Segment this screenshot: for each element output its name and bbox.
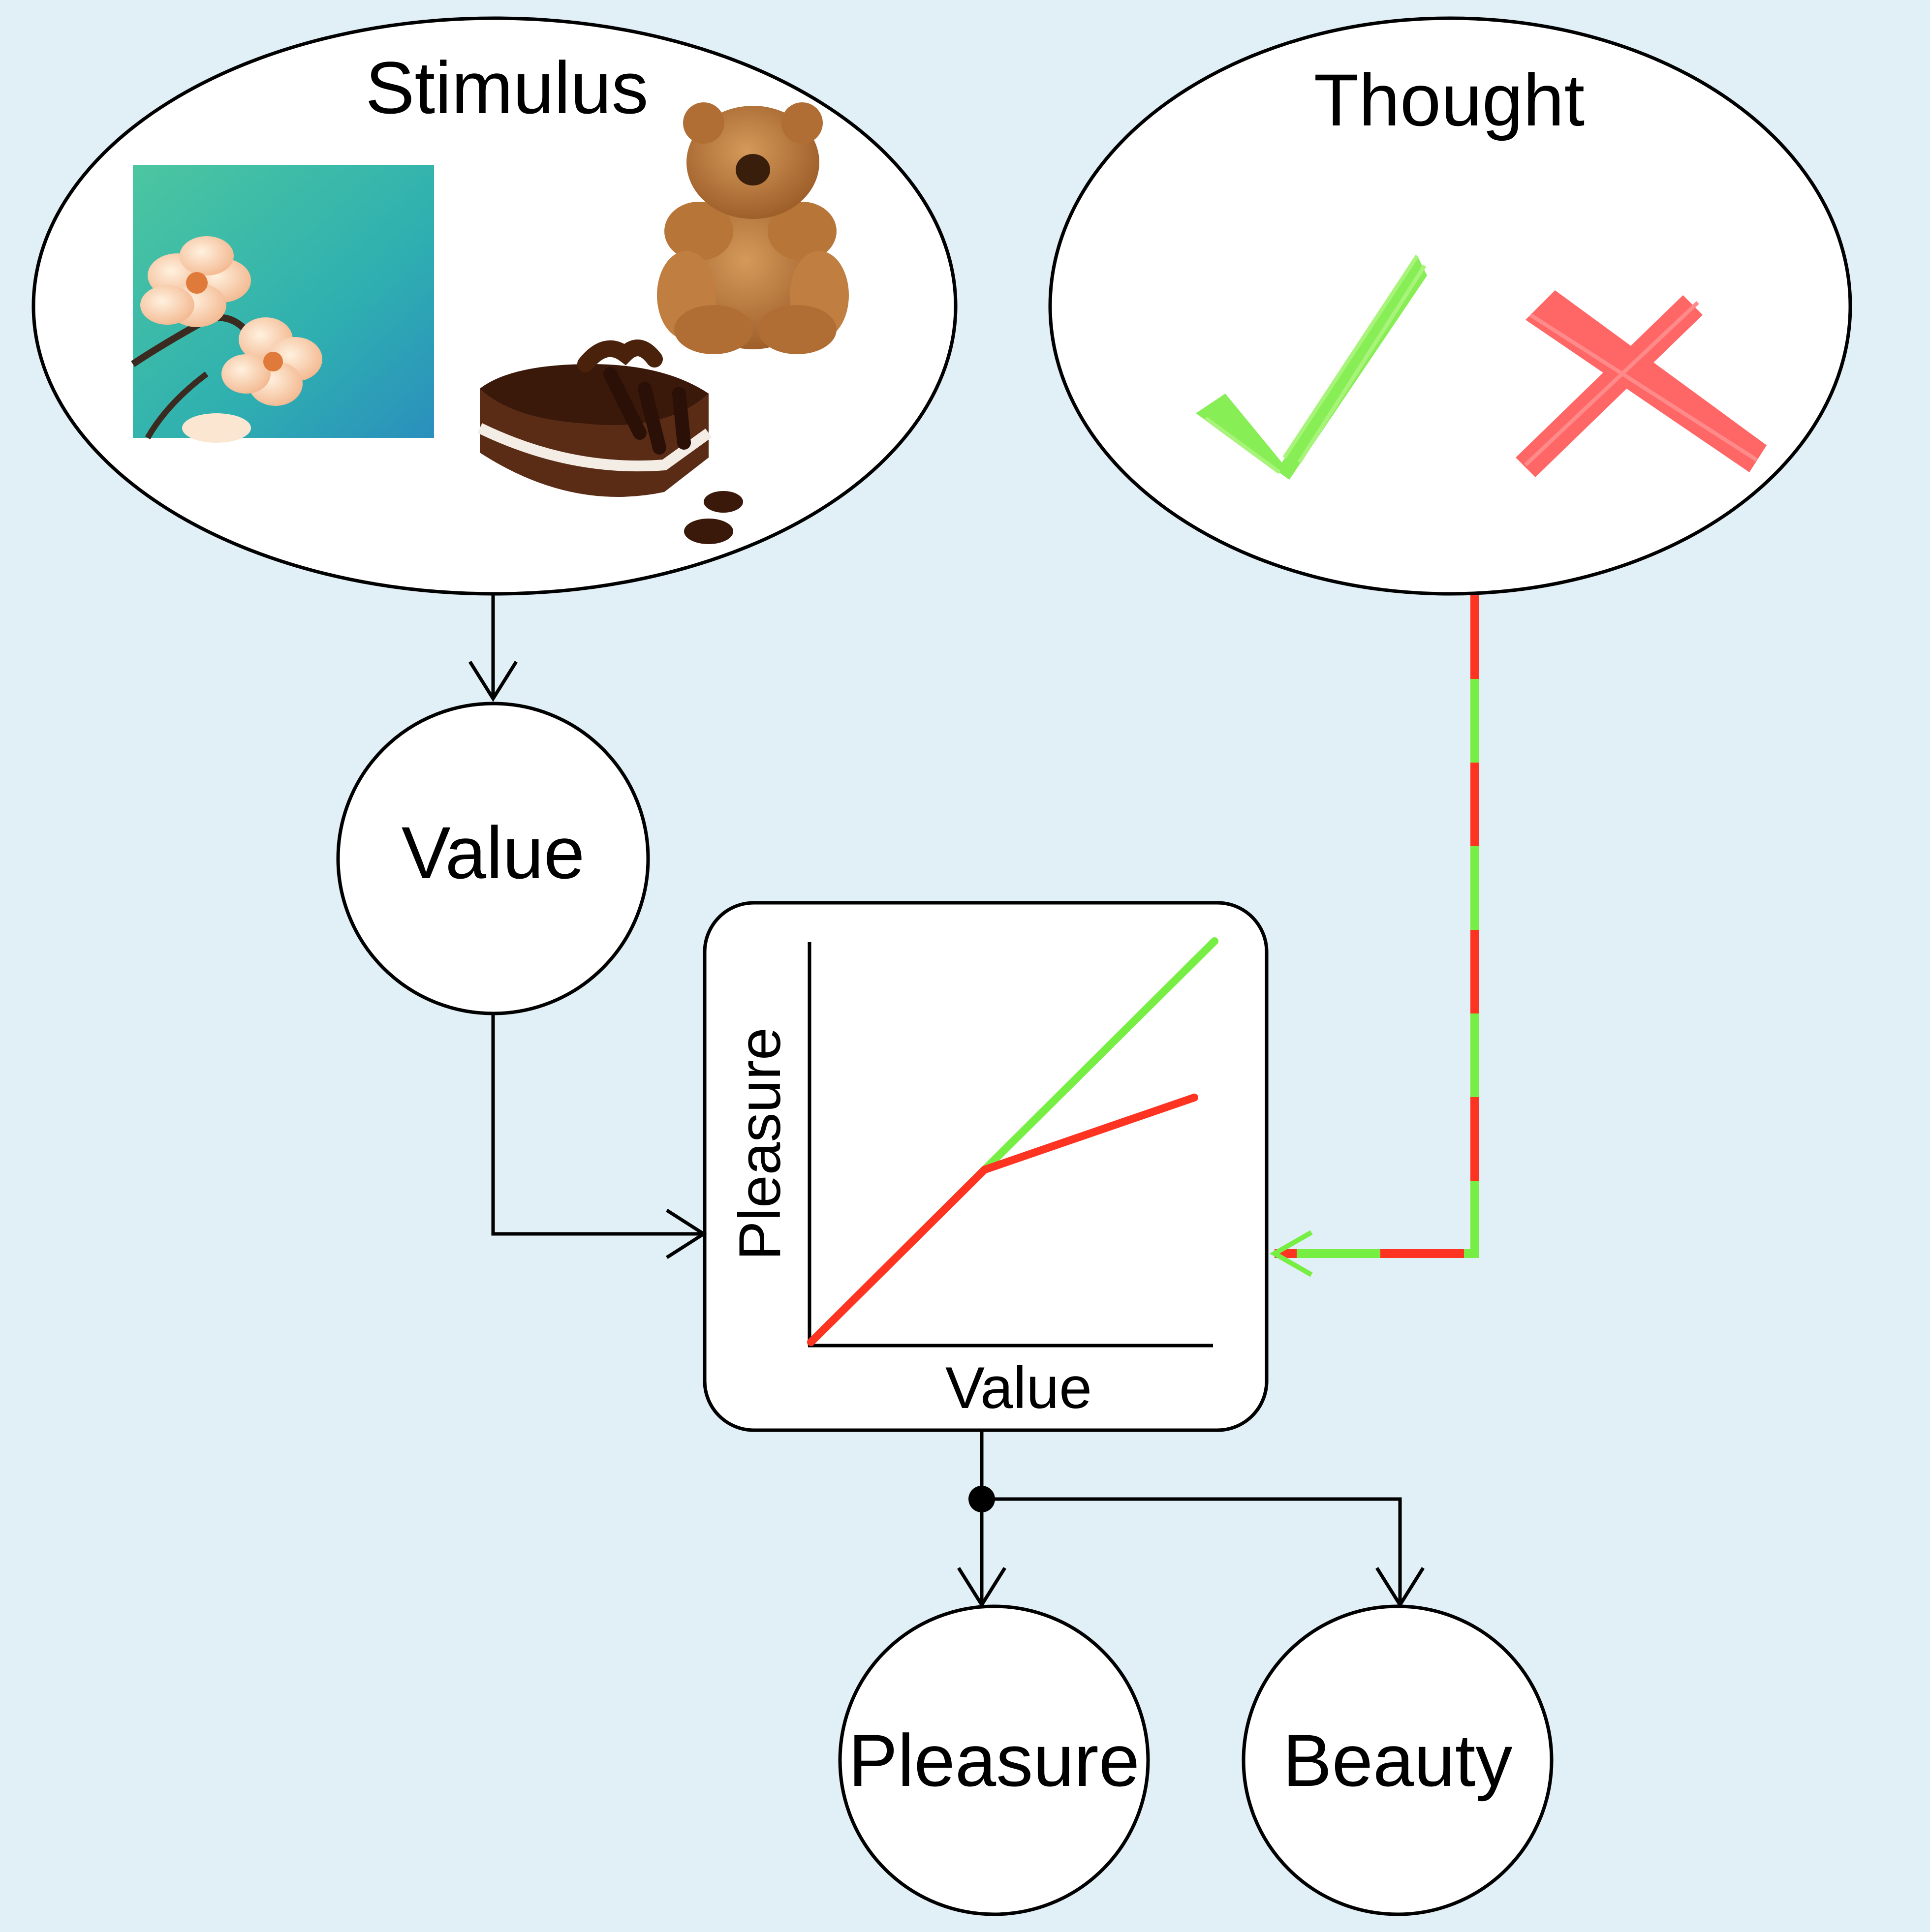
series-line-red [807,1093,1198,1346]
arrow-value-to-box [491,1013,707,1259]
chocolate-cake-icon [477,339,743,544]
beauty-node: Beauty [1242,1604,1554,1916]
value-node: Value [336,702,650,1015]
pleasure-label: Pleasure [848,1719,1140,1802]
cross-icon [1516,290,1767,477]
thought-node: Thought [1048,16,1852,596]
arrow-thought-to-box [1269,595,1479,1277]
pleasure-node: Pleasure [838,1604,1150,1916]
pleasure-value-chart: Pleasure Value [727,937,1218,1421]
x-axis-label: Value [945,1355,1092,1421]
y-axis-label: Pleasure [727,1027,793,1260]
transform-box: Pleasure Value [703,901,1269,1432]
beauty-label: Beauty [1283,1719,1513,1802]
thought-label: Thought [1314,59,1585,141]
teddy-bear-icon [657,102,849,354]
arrow-stimulus-to-value [468,595,518,702]
flower-photo [131,165,434,443]
stimulus-label: Stimulus [365,46,648,129]
arrow-box-to-outputs [957,1432,1425,1608]
stimulus-node: Stimulus [31,16,958,596]
branch-junction-dot [968,1486,995,1512]
value-label: Value [402,811,585,894]
checkmark-icon [1196,254,1427,480]
